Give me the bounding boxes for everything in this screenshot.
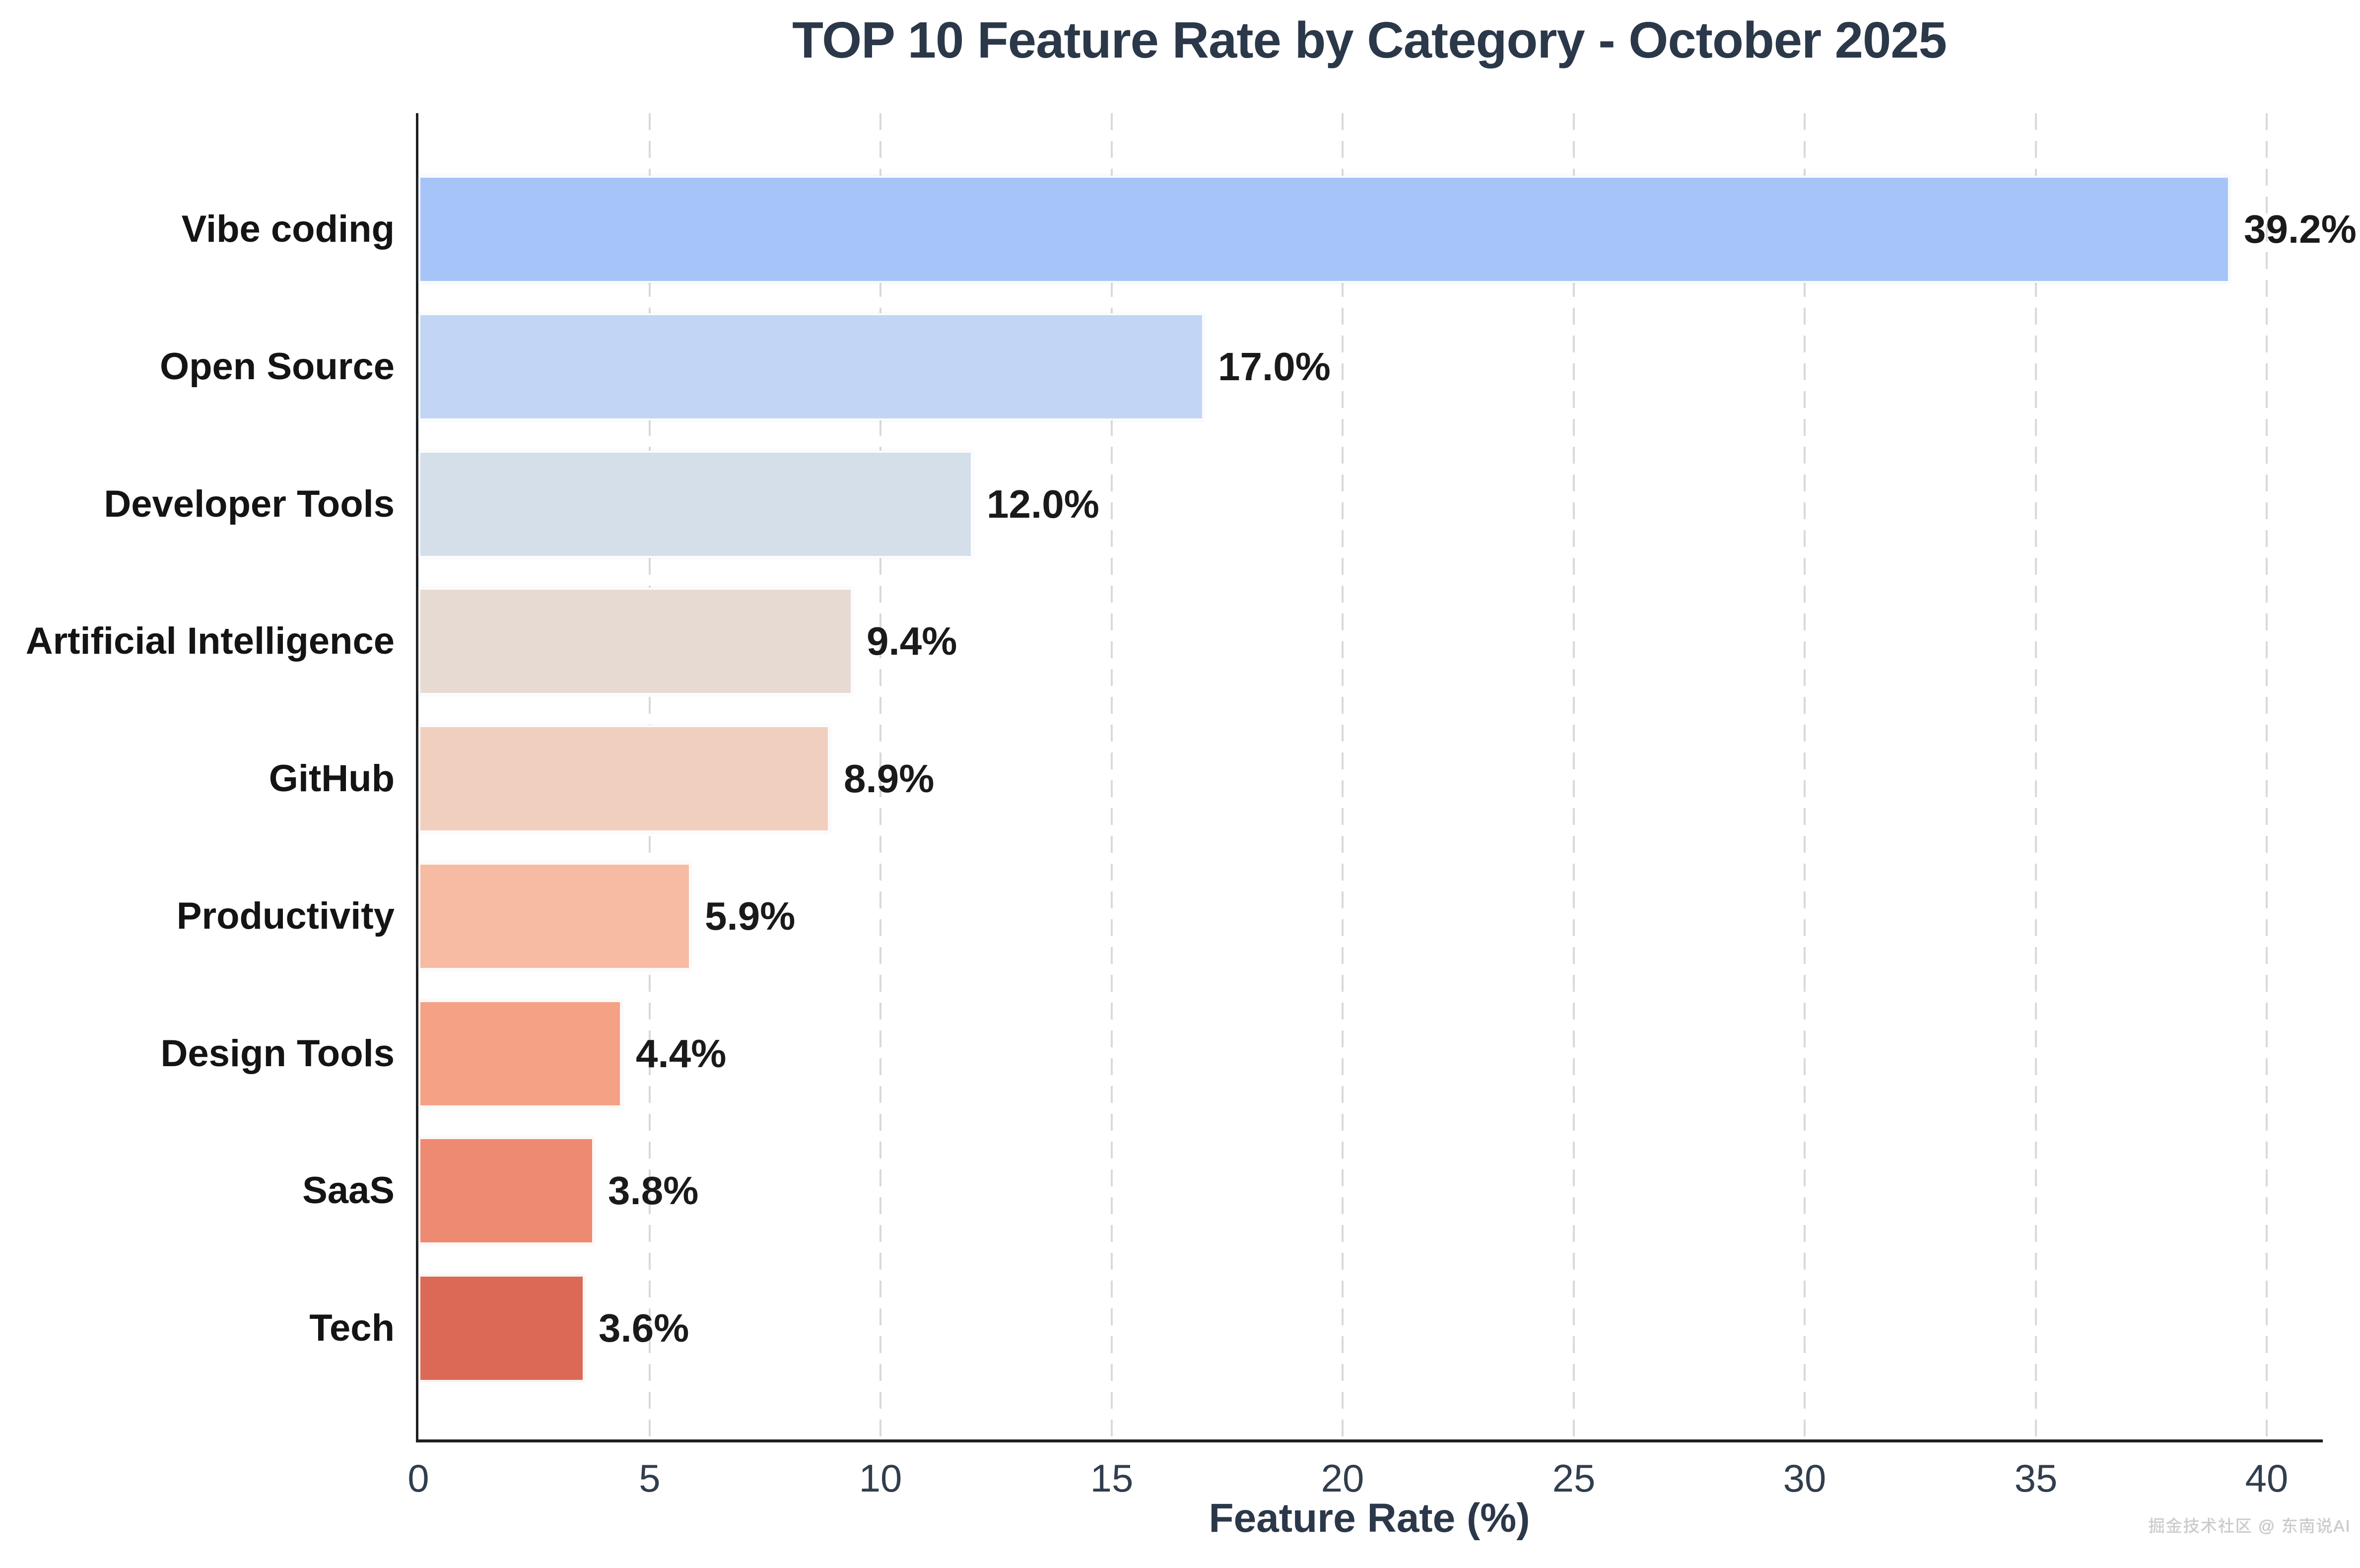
x-tick-label-25: 25 — [1552, 1456, 1596, 1500]
category-label-artificial-intelligence: Artificial Intelligence — [25, 620, 395, 662]
category-label-github: GitHub — [269, 757, 395, 800]
category-label-developer-tools: Developer Tools — [104, 483, 395, 525]
gridline-x-40 — [2266, 113, 2268, 1439]
gridline-x-25 — [1573, 113, 1575, 1439]
x-tick-label-35: 35 — [2014, 1456, 2058, 1500]
value-label-saas: 3.8% — [608, 1168, 699, 1213]
bar-artificial-intelligence — [418, 588, 853, 695]
bar-design-tools — [418, 1000, 622, 1107]
bar-vibe-coding — [418, 176, 2230, 283]
value-label-productivity: 5.9% — [705, 894, 796, 938]
bar-github — [418, 725, 830, 832]
value-label-open-source: 17.0% — [1218, 344, 1331, 389]
x-tick-label-15: 15 — [1090, 1456, 1134, 1500]
value-label-artificial-intelligence: 9.4% — [867, 619, 957, 663]
plot-area — [416, 113, 2323, 1442]
x-tick-label-5: 5 — [639, 1456, 661, 1500]
gridline-x-20 — [1342, 113, 1344, 1439]
bar-developer-tools — [418, 451, 973, 558]
category-label-saas: SaaS — [302, 1169, 395, 1212]
category-label-open-source: Open Source — [160, 345, 395, 388]
x-tick-label-40: 40 — [2245, 1456, 2289, 1500]
bar-tech — [418, 1275, 585, 1382]
chart-title: TOP 10 Feature Rate by Category - Octobe… — [792, 11, 1947, 68]
gridline-x-35 — [2035, 113, 2037, 1439]
bar-saas — [418, 1137, 594, 1244]
gridline-x-10 — [879, 113, 881, 1439]
category-label-tech: Tech — [309, 1307, 395, 1349]
gridline-x-15 — [1111, 113, 1113, 1439]
bar-open-source — [418, 313, 1204, 420]
x-tick-label-30: 30 — [1783, 1456, 1826, 1500]
x-axis-label: Feature Rate (%) — [1209, 1496, 1530, 1541]
watermark: 掘金技术社区 @ 东南说AI — [2148, 1517, 2351, 1535]
category-label-vibe-coding: Vibe coding — [181, 208, 395, 250]
value-label-tech: 3.6% — [599, 1306, 689, 1350]
value-label-developer-tools: 12.0% — [987, 482, 1099, 526]
value-label-vibe-coding: 39.2% — [2244, 207, 2357, 251]
category-label-design-tools: Design Tools — [160, 1032, 395, 1075]
value-label-design-tools: 4.4% — [636, 1031, 727, 1076]
x-tick-label-0: 0 — [407, 1456, 429, 1500]
x-tick-label-10: 10 — [859, 1456, 902, 1500]
gridline-x-30 — [1804, 113, 1806, 1439]
bar-productivity — [418, 863, 691, 970]
x-tick-label-20: 20 — [1321, 1456, 1364, 1500]
value-label-github: 8.9% — [844, 756, 935, 801]
category-label-productivity: Productivity — [176, 895, 395, 937]
